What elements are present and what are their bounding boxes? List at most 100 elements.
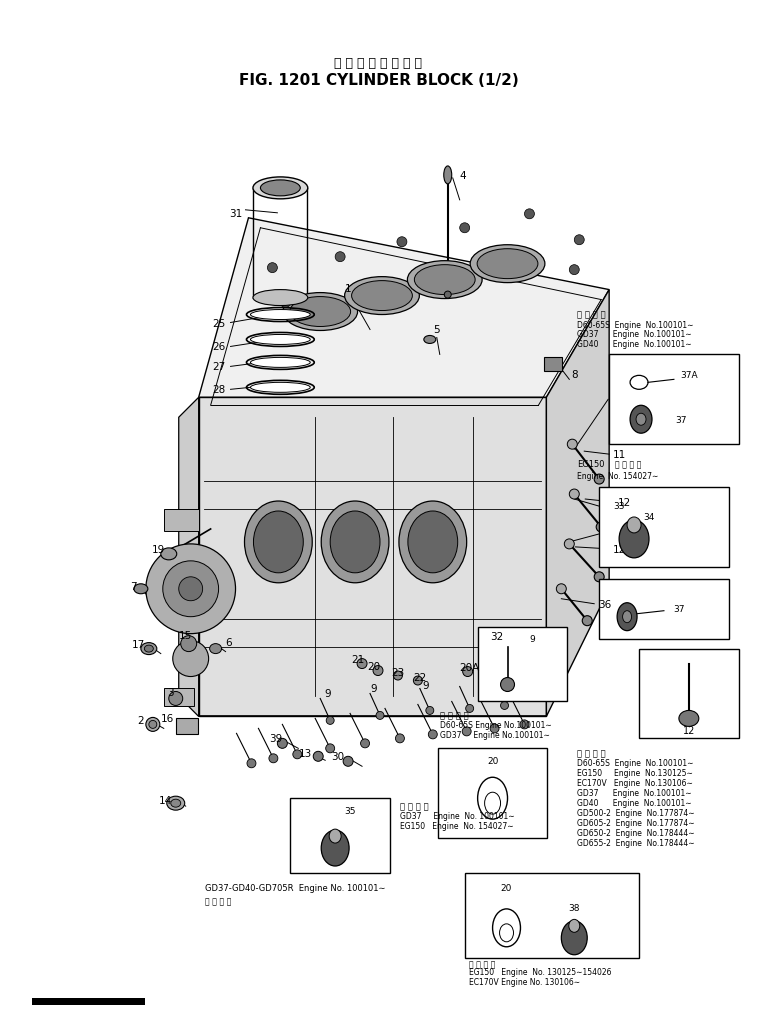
Ellipse shape — [679, 711, 699, 727]
Ellipse shape — [408, 512, 458, 573]
Text: GD40      Engine  No.100101∼: GD40 Engine No.100101∼ — [578, 799, 692, 808]
Ellipse shape — [617, 604, 637, 631]
Text: 適 用 番 号: 適 用 番 号 — [578, 310, 606, 319]
Ellipse shape — [251, 310, 310, 320]
Ellipse shape — [485, 635, 494, 643]
Text: 36: 36 — [599, 600, 612, 609]
Ellipse shape — [343, 756, 353, 766]
Ellipse shape — [399, 501, 466, 583]
Text: 適 用 番 号: 適 用 番 号 — [440, 711, 469, 720]
Ellipse shape — [636, 413, 646, 426]
Text: EC170V Engine No. 130106∼: EC170V Engine No. 130106∼ — [469, 978, 580, 987]
Ellipse shape — [562, 921, 587, 954]
Bar — [32, 998, 92, 1005]
Text: 37A: 37A — [680, 370, 698, 379]
Text: 13: 13 — [299, 748, 312, 758]
Ellipse shape — [329, 829, 341, 843]
Text: 19: 19 — [152, 544, 166, 554]
Text: 16: 16 — [161, 714, 174, 724]
Text: 9: 9 — [371, 683, 377, 694]
Ellipse shape — [167, 797, 185, 811]
Text: 適 用 番 号: 適 用 番 号 — [205, 897, 232, 906]
Text: 14: 14 — [159, 796, 173, 806]
Ellipse shape — [463, 667, 472, 676]
Ellipse shape — [520, 720, 529, 729]
Ellipse shape — [414, 266, 475, 295]
Text: 35: 35 — [344, 806, 356, 815]
Bar — [176, 719, 198, 735]
Circle shape — [267, 264, 277, 273]
Text: 38: 38 — [569, 904, 580, 913]
Text: 適 用 番 号: 適 用 番 号 — [469, 959, 495, 969]
Ellipse shape — [500, 702, 509, 710]
Text: EC170V   Engine  No.130106∼: EC170V Engine No.130106∼ — [578, 778, 693, 788]
Polygon shape — [547, 290, 609, 717]
Ellipse shape — [413, 676, 422, 685]
Ellipse shape — [247, 759, 256, 768]
Ellipse shape — [500, 677, 515, 692]
Text: シ リ ン ダ ブ ロ ッ ク: シ リ ン ダ ブ ロ ッ ク — [335, 58, 422, 71]
Ellipse shape — [619, 521, 649, 558]
Text: 適 用 番 号: 適 用 番 号 — [615, 460, 641, 469]
Text: 17: 17 — [132, 639, 145, 649]
Ellipse shape — [594, 474, 604, 484]
Bar — [70, 998, 145, 1005]
Text: 28: 28 — [212, 385, 226, 395]
Text: 15: 15 — [179, 630, 192, 640]
Circle shape — [169, 692, 182, 706]
Text: 20A: 20A — [459, 662, 480, 672]
Bar — [438, 748, 547, 838]
Ellipse shape — [293, 750, 302, 759]
Circle shape — [569, 489, 579, 499]
Text: 32: 32 — [490, 631, 503, 641]
Ellipse shape — [326, 717, 334, 725]
Text: 12: 12 — [683, 726, 695, 736]
Ellipse shape — [569, 919, 580, 932]
Text: 37: 37 — [673, 605, 684, 614]
Ellipse shape — [330, 512, 380, 573]
Circle shape — [459, 223, 469, 234]
Ellipse shape — [251, 383, 310, 393]
Ellipse shape — [171, 800, 181, 808]
Ellipse shape — [141, 643, 157, 655]
Text: Engine  No. 154027∼: Engine No. 154027∼ — [578, 471, 659, 480]
Text: 34: 34 — [643, 513, 655, 522]
Bar — [544, 358, 562, 372]
Ellipse shape — [251, 358, 310, 368]
Ellipse shape — [134, 584, 148, 594]
Circle shape — [179, 577, 203, 602]
Ellipse shape — [582, 616, 592, 626]
Text: GD500-2  Engine  No.177874∼: GD500-2 Engine No.177874∼ — [578, 809, 695, 817]
Circle shape — [335, 253, 345, 263]
Text: GD40      Engine  No.100101∼: GD40 Engine No.100101∼ — [578, 340, 692, 349]
Bar — [639, 649, 739, 739]
Ellipse shape — [490, 724, 499, 733]
Text: EG150     Engine  No.130125∼: EG150 Engine No.130125∼ — [578, 768, 693, 777]
Text: 21: 21 — [351, 654, 365, 664]
Bar — [600, 487, 729, 567]
Text: FIG. 1201 CYLINDER BLOCK (1/2): FIG. 1201 CYLINDER BLOCK (1/2) — [238, 73, 519, 88]
Ellipse shape — [313, 751, 323, 761]
Ellipse shape — [622, 611, 631, 623]
Bar — [465, 874, 639, 957]
Text: 4: 4 — [459, 171, 466, 181]
Text: 20: 20 — [501, 884, 512, 893]
Text: 23: 23 — [391, 667, 404, 677]
Text: 37: 37 — [675, 416, 687, 425]
Text: GD37      Engine  No.100101∼: GD37 Engine No.100101∼ — [578, 789, 692, 798]
Text: 3: 3 — [167, 687, 174, 698]
Ellipse shape — [290, 297, 350, 328]
Ellipse shape — [357, 659, 367, 669]
Bar — [600, 579, 729, 639]
Ellipse shape — [145, 645, 154, 652]
Ellipse shape — [360, 739, 369, 748]
Text: D60-65S Engine No.100101∼: D60-65S Engine No.100101∼ — [440, 721, 552, 730]
Ellipse shape — [630, 405, 652, 434]
Bar — [164, 688, 194, 707]
Text: GD37     Engine No.100101∼: GD37 Engine No.100101∼ — [440, 731, 550, 740]
Bar — [291, 799, 390, 874]
Text: 7: 7 — [131, 581, 137, 591]
Ellipse shape — [283, 293, 357, 332]
Ellipse shape — [426, 707, 434, 715]
Ellipse shape — [373, 666, 383, 676]
